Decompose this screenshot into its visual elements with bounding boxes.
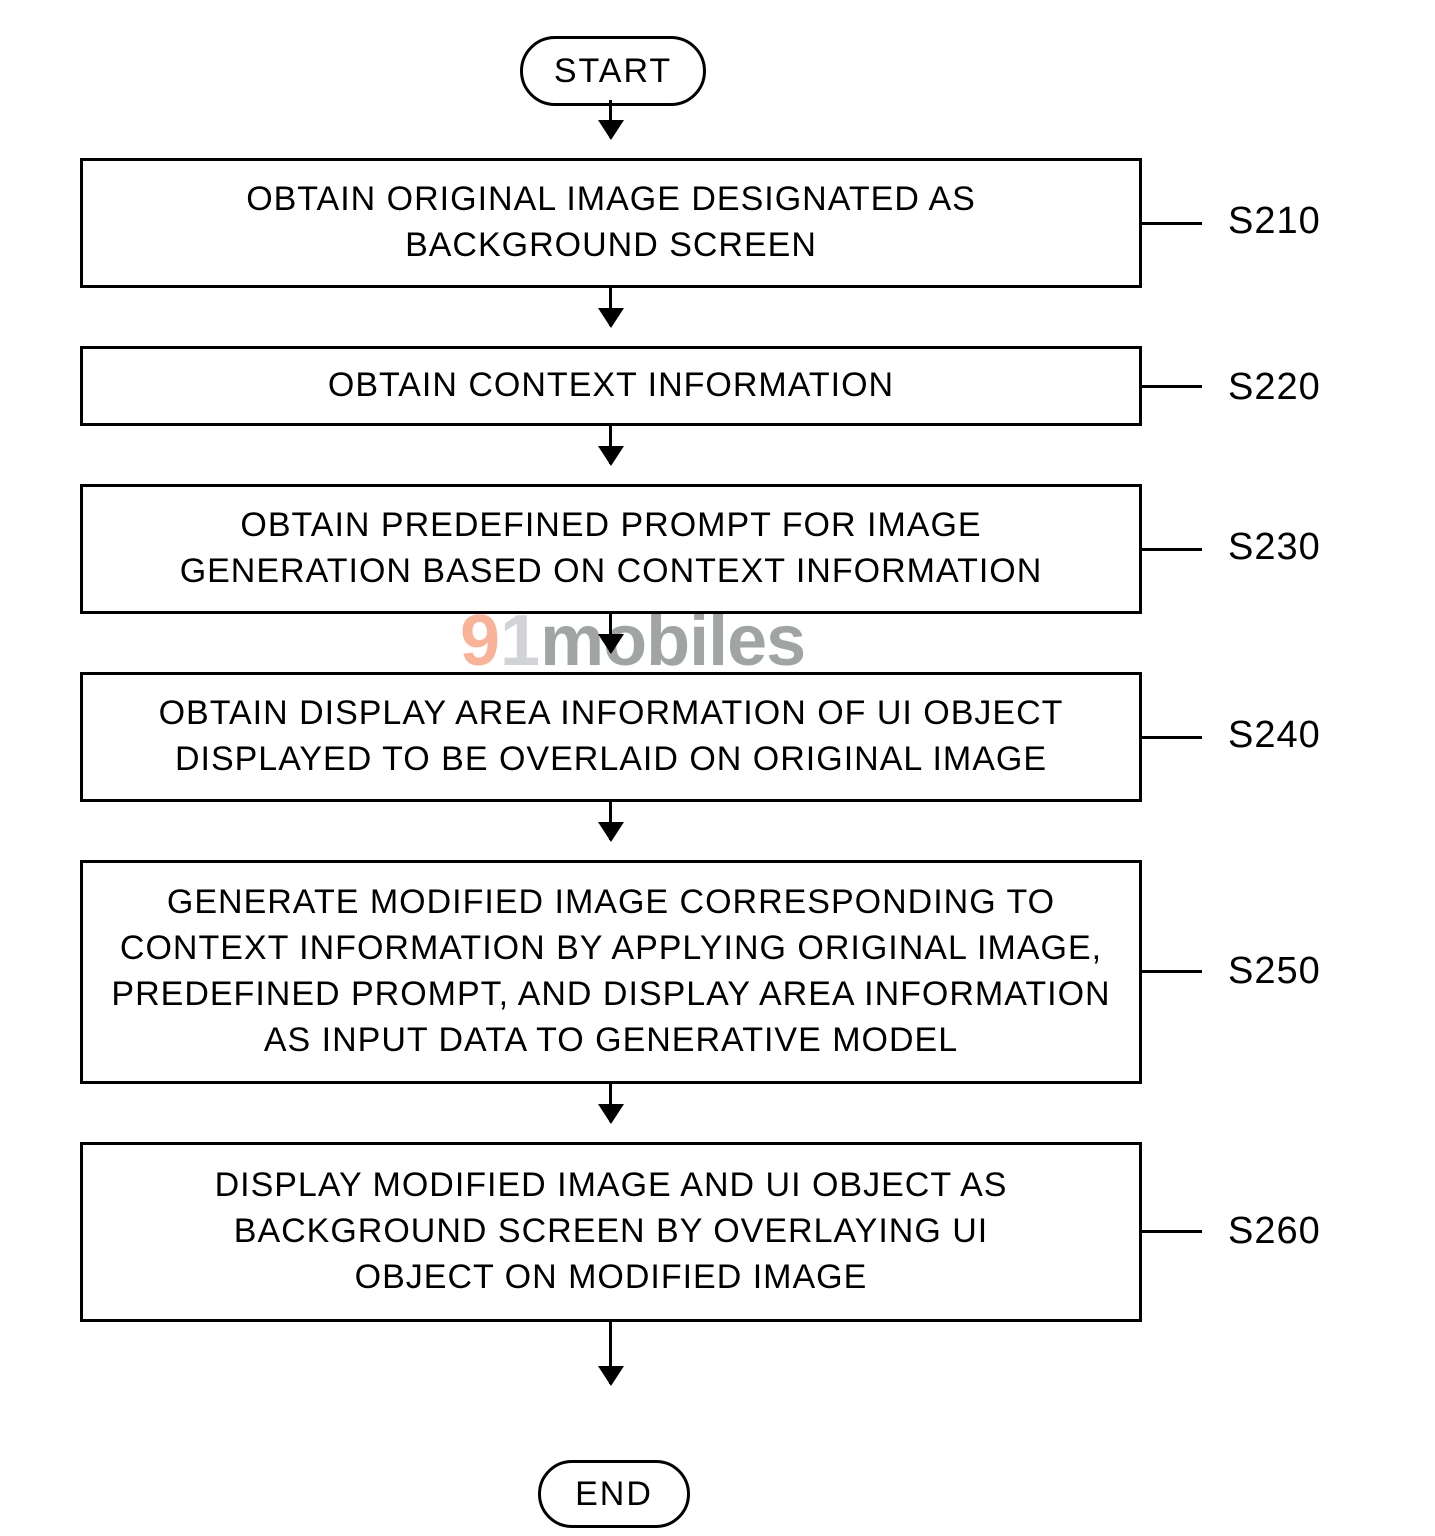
step-label-S250: S250 bbox=[1228, 950, 1321, 993]
arrow-1 bbox=[609, 288, 612, 326]
start-terminator: START bbox=[520, 36, 706, 106]
arrow-4 bbox=[609, 802, 612, 840]
step-label-S220: S220 bbox=[1228, 366, 1321, 409]
process-S210: OBTAIN ORIGINAL IMAGE DESIGNATED ASBACKG… bbox=[80, 158, 1142, 288]
arrow-3 bbox=[609, 614, 612, 652]
label-tick-S260 bbox=[1142, 1230, 1202, 1233]
step-label-S210: S210 bbox=[1228, 200, 1321, 243]
end-terminator: END bbox=[538, 1460, 690, 1528]
label-tick-S250 bbox=[1142, 970, 1202, 973]
process-S240: OBTAIN DISPLAY AREA INFORMATION OF UI OB… bbox=[80, 672, 1142, 802]
flowchart-diagram: 91mobilesSTARTENDOBTAIN ORIGINAL IMAGE D… bbox=[0, 0, 1435, 1536]
arrow-2 bbox=[609, 426, 612, 464]
process-S220: OBTAIN CONTEXT INFORMATION bbox=[80, 346, 1142, 426]
label-tick-S240 bbox=[1142, 736, 1202, 739]
step-label-S260: S260 bbox=[1228, 1210, 1321, 1253]
label-tick-S220 bbox=[1142, 385, 1202, 388]
arrow-6 bbox=[609, 1322, 612, 1384]
process-S230: OBTAIN PREDEFINED PROMPT FOR IMAGEGENERA… bbox=[80, 484, 1142, 614]
label-tick-S230 bbox=[1142, 548, 1202, 551]
arrow-5 bbox=[609, 1084, 612, 1122]
label-tick-S210 bbox=[1142, 222, 1202, 225]
process-S260: DISPLAY MODIFIED IMAGE AND UI OBJECT ASB… bbox=[80, 1142, 1142, 1322]
arrow-0 bbox=[609, 100, 612, 138]
process-S250: GENERATE MODIFIED IMAGE CORRESPONDING TO… bbox=[80, 860, 1142, 1084]
step-label-S240: S240 bbox=[1228, 714, 1321, 757]
step-label-S230: S230 bbox=[1228, 526, 1321, 569]
